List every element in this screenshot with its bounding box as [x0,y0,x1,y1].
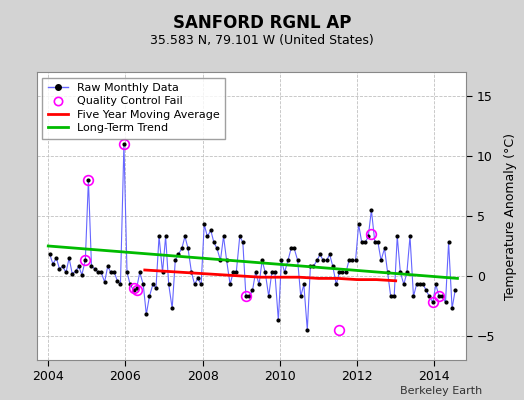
Legend: Raw Monthly Data, Quality Control Fail, Five Year Moving Average, Long-Term Tren: Raw Monthly Data, Quality Control Fail, … [42,78,225,139]
Text: SANFORD RGNL AP: SANFORD RGNL AP [173,14,351,32]
Y-axis label: Temperature Anomaly (°C): Temperature Anomaly (°C) [504,132,517,300]
Text: 35.583 N, 79.101 W (United States): 35.583 N, 79.101 W (United States) [150,34,374,47]
Text: Berkeley Earth: Berkeley Earth [400,386,482,396]
